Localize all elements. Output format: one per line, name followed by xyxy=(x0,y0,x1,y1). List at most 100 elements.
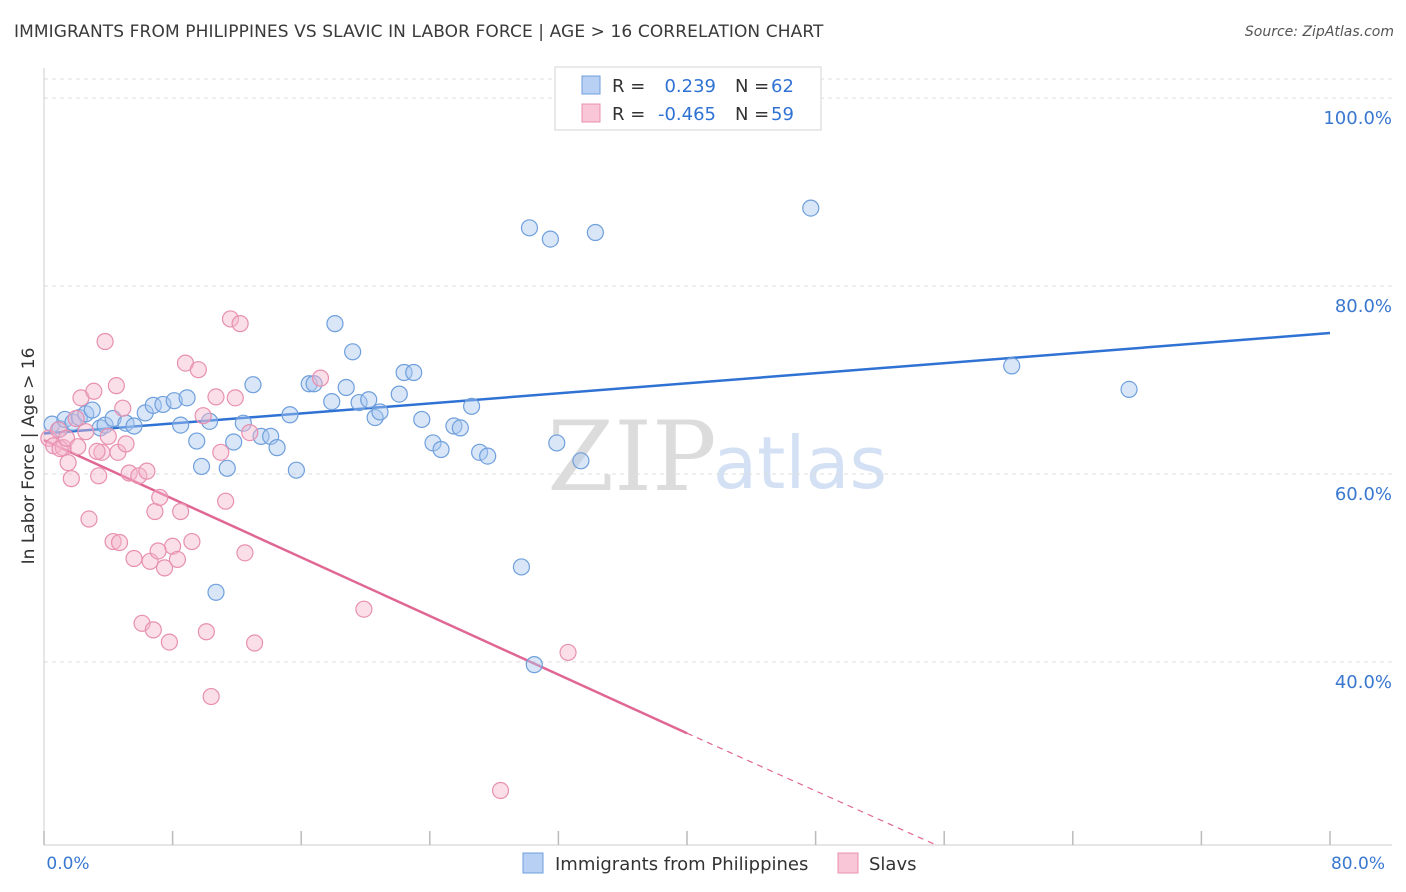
data-point xyxy=(311,369,330,387)
data-point xyxy=(445,417,463,435)
data-point xyxy=(491,781,510,800)
trend-line-slavs xyxy=(43,438,688,735)
data-point xyxy=(413,410,431,429)
x-tick-label-min: 0.0% xyxy=(46,854,89,874)
data-point xyxy=(512,558,531,576)
data-point xyxy=(371,403,389,421)
data-point xyxy=(99,427,117,445)
data-point xyxy=(130,467,148,485)
data-point xyxy=(151,488,169,507)
series-legend: Immigrants from Philippines Slavs xyxy=(522,852,917,875)
legend-r-value: 0.239 xyxy=(664,76,716,97)
data-point xyxy=(88,442,106,460)
y-axis-label: In Labor Force | Age > 16 xyxy=(19,348,39,565)
data-point xyxy=(462,397,481,415)
data-point xyxy=(110,533,129,552)
trend-line-philippines xyxy=(43,331,1331,435)
data-point xyxy=(183,532,201,551)
data-point xyxy=(62,470,80,488)
legend-swatch-philippines xyxy=(522,852,544,874)
data-point xyxy=(207,583,225,601)
data-point xyxy=(451,419,469,437)
data-point xyxy=(194,407,212,425)
data-point xyxy=(252,427,270,445)
data-point xyxy=(234,414,252,432)
legend-n-value: 62 xyxy=(771,76,794,97)
legend-label-philippines: Immigrants from Philippines xyxy=(555,854,808,875)
data-point xyxy=(192,457,211,476)
watermark-zip: ZIP xyxy=(547,401,716,513)
legend-n-label: N = xyxy=(735,76,769,97)
data-point xyxy=(155,559,174,577)
legend-swatch-pink xyxy=(581,103,601,123)
correlation-legend: R = 0.239 N = 62 R = -0.465 N = 59 xyxy=(554,66,822,131)
y-tick-label: 40.0% xyxy=(1335,672,1392,693)
data-point xyxy=(221,310,240,328)
source-label: Source: ZipAtlas.com xyxy=(1244,24,1394,40)
data-point xyxy=(172,502,190,521)
data-point xyxy=(479,447,497,465)
data-point xyxy=(90,467,108,485)
data-point xyxy=(225,433,243,451)
data-point xyxy=(96,332,114,351)
data-point xyxy=(231,315,249,333)
data-point xyxy=(212,443,230,461)
data-point xyxy=(217,492,235,510)
data-point xyxy=(69,438,87,456)
watermark-atlas: atlas xyxy=(713,421,887,505)
data-point xyxy=(188,432,206,450)
data-point xyxy=(107,377,125,395)
data-point xyxy=(202,687,220,706)
data-point xyxy=(189,361,207,379)
data-point xyxy=(67,409,85,428)
data-point xyxy=(281,406,299,424)
data-point xyxy=(344,343,362,361)
data-point xyxy=(520,219,539,237)
data-point xyxy=(432,440,450,459)
data-point xyxy=(51,439,69,458)
data-point xyxy=(360,391,378,409)
data-point xyxy=(287,461,305,479)
slavs-points xyxy=(40,310,577,800)
data-point xyxy=(85,382,103,400)
data-point xyxy=(178,389,196,407)
data-point xyxy=(104,532,122,551)
data-point xyxy=(218,459,236,477)
legend-swatch-slavs xyxy=(837,852,859,874)
data-point xyxy=(395,363,413,382)
data-point xyxy=(586,223,604,242)
data-point xyxy=(80,510,98,528)
legend-r-label: R = xyxy=(612,104,645,125)
data-point xyxy=(355,600,373,618)
data-point xyxy=(114,399,132,417)
data-point xyxy=(144,621,162,639)
data-point xyxy=(197,623,215,641)
data-point xyxy=(120,464,138,482)
data-point xyxy=(572,452,590,470)
x-tick-label-max: 80.0% xyxy=(1331,854,1385,874)
y-tick-label: 80.0% xyxy=(1335,296,1392,317)
chart-title: IMMIGRANTS FROM PHILIPPINES VS SLAVIC IN… xyxy=(14,22,824,42)
data-point xyxy=(149,542,167,560)
legend-n-label: N = xyxy=(735,104,769,125)
data-point xyxy=(77,423,95,441)
data-point xyxy=(337,378,355,397)
data-point xyxy=(471,443,489,461)
data-point xyxy=(207,388,225,406)
data-point xyxy=(165,392,183,410)
trend-line-slavs-extrapolated xyxy=(686,732,937,846)
data-point xyxy=(125,549,143,568)
data-point xyxy=(117,435,135,453)
data-point xyxy=(138,462,156,480)
data-point xyxy=(168,550,187,569)
data-point xyxy=(59,454,77,472)
data-point xyxy=(125,417,143,435)
data-point xyxy=(541,230,559,248)
data-point xyxy=(268,439,286,457)
data-point xyxy=(226,389,244,407)
data-point xyxy=(559,643,577,662)
data-point xyxy=(83,401,101,419)
data-point xyxy=(548,434,566,452)
data-point xyxy=(172,416,190,434)
